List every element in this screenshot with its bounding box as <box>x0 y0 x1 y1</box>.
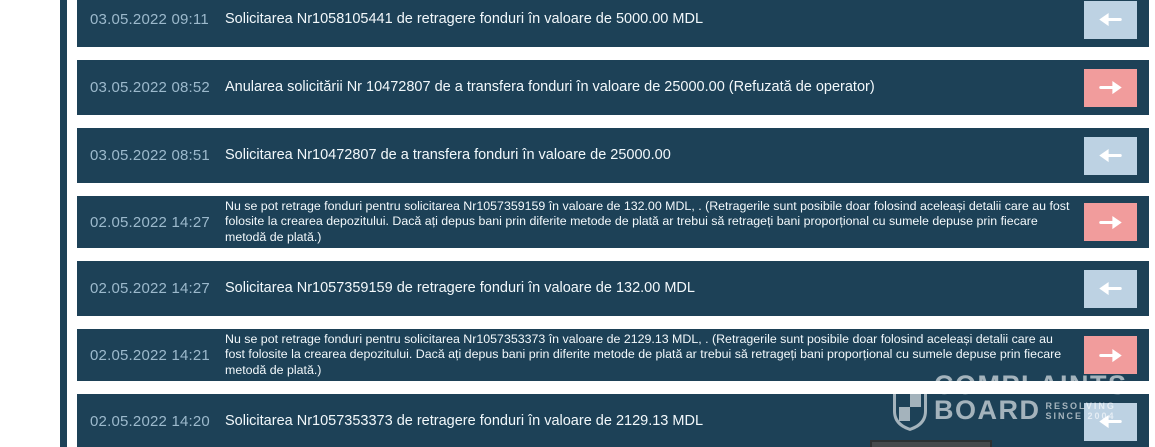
arrow-right-icon <box>1099 80 1122 95</box>
notification-message: Solicitarea Nr1058105441 de retragere fo… <box>225 11 704 28</box>
notification-timestamp: 02.05.2022 14:27 <box>90 280 210 297</box>
notification-timestamp: 02.05.2022 14:20 <box>90 413 210 430</box>
arrow-left-icon <box>1099 148 1122 163</box>
arrow-right-button[interactable] <box>1084 336 1137 374</box>
arrow-left-button[interactable] <box>1084 136 1137 175</box>
notification-row: 03.05.2022 08:52 Anularea solicitării Nr… <box>77 60 1149 115</box>
cutoff-element <box>870 440 992 447</box>
arrow-left-icon <box>1099 281 1122 296</box>
panel-left-border <box>60 0 67 447</box>
notification-row: 02.05.2022 14:27 Nu se pot retrage fondu… <box>77 196 1149 248</box>
notification-timestamp: 03.05.2022 08:51 <box>90 147 210 164</box>
notification-message: Nu se pot retrage fonduri pentru solicit… <box>225 331 1062 377</box>
arrow-left-icon <box>1099 414 1122 429</box>
notification-message: Solicitarea Nr10472807 de a transfera fo… <box>225 147 671 164</box>
notification-message: Anularea solicitării Nr 10472807 de a tr… <box>225 79 875 96</box>
arrow-left-button[interactable] <box>1084 0 1137 39</box>
notification-row: 02.05.2022 14:20 Solicitarea Nr105735337… <box>77 394 1149 447</box>
arrow-left-icon <box>1099 12 1122 27</box>
arrow-left-button[interactable] <box>1084 269 1137 308</box>
notification-row: 02.05.2022 14:21 Nu se pot retrage fondu… <box>77 329 1149 381</box>
notification-timestamp: 02.05.2022 14:21 <box>90 346 210 364</box>
notification-message: Solicitarea Nr1057353373 de retragere fo… <box>225 413 704 430</box>
arrow-left-button[interactable] <box>1084 402 1137 441</box>
notification-timestamp: 02.05.2022 14:27 <box>90 213 210 231</box>
notification-row: 02.05.2022 14:27 Solicitarea Nr105735915… <box>77 261 1149 316</box>
notification-list: 03.05.2022 09:11 Solicitarea Nr105810544… <box>77 0 1149 447</box>
arrow-right-icon <box>1099 348 1122 362</box>
arrow-right-button[interactable] <box>1084 203 1137 241</box>
notification-message: Solicitarea Nr1057359159 de retragere fo… <box>225 280 695 297</box>
notification-row: 03.05.2022 09:11 Solicitarea Nr105810544… <box>77 0 1149 47</box>
arrow-right-button[interactable] <box>1084 68 1137 107</box>
notification-timestamp: 03.05.2022 08:52 <box>90 79 210 96</box>
arrow-right-icon <box>1099 215 1122 229</box>
notification-row: 03.05.2022 08:51 Solicitarea Nr10472807 … <box>77 128 1149 183</box>
notification-timestamp: 03.05.2022 09:11 <box>90 11 209 28</box>
notification-message: Nu se pot retrage fonduri pentru solicit… <box>225 198 1070 244</box>
